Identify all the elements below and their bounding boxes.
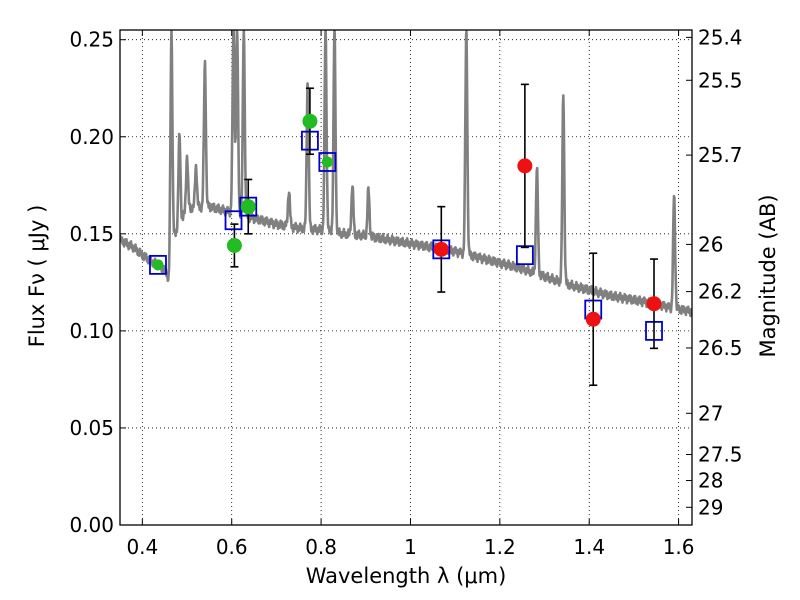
mag-tick-label: 27.5	[698, 443, 743, 467]
x-tick-label: 1	[404, 535, 417, 559]
x-tick-label: 1.4	[573, 535, 605, 559]
observed-point	[240, 199, 256, 215]
y-tick-label: 0.05	[69, 416, 114, 440]
mag-tick-label: 26	[698, 232, 723, 256]
x-tick-label: 1.2	[484, 535, 516, 559]
y-tick-label: 0.25	[69, 28, 114, 52]
y-tick-label: 0.20	[69, 125, 114, 149]
observed-point	[152, 259, 164, 271]
mag-tick-label: 25.7	[698, 143, 743, 167]
grid	[120, 30, 692, 525]
observed-point	[302, 113, 318, 129]
mag-tick-label: 25.5	[698, 68, 743, 92]
mag-tick-label: 28	[698, 469, 723, 493]
mag-tick-label: 27	[698, 401, 723, 425]
y-tick-label: 0.00	[69, 513, 114, 537]
model-photometry-square	[224, 210, 243, 231]
y2-axis-label: Magnitude (AB)	[756, 194, 780, 357]
mag-tick-label: 29	[698, 495, 723, 519]
plot-frame	[119, 29, 693, 526]
y-tick-label: 0.10	[69, 319, 114, 343]
x-tick-label: 1.6	[663, 535, 695, 559]
model-photometry-square	[318, 152, 337, 172]
model-spectrum-line	[120, 30, 692, 318]
plot-area	[120, 30, 692, 387]
mag-tick-label: 25.4	[698, 25, 743, 49]
y-axis-label: Flux Fν ( μJy )	[25, 205, 49, 348]
x-tick-label: 0.6	[216, 535, 248, 559]
mag-tick-label: 26.2	[698, 280, 743, 304]
ticks: 0.4 0.6 0.8 1 1.2 1.4 1.6 0.00 0.05 0.10 0.15 0.20 0…	[69, 25, 742, 559]
y-tick-label: 0.15	[69, 222, 114, 246]
observed-point	[646, 296, 662, 312]
x-axis-label: Wavelength λ (μm)	[306, 564, 507, 588]
observed-point	[433, 241, 449, 257]
mag-tick-label: 26.5	[698, 336, 743, 360]
x-tick-label: 0.4	[126, 535, 158, 559]
observed-point	[585, 311, 601, 327]
observed-point	[517, 158, 533, 174]
x-tick-label: 0.8	[305, 535, 337, 559]
observed-point	[321, 156, 333, 168]
model-photometry-square	[515, 245, 534, 266]
model-photometry-square	[149, 254, 167, 275]
observed-point	[226, 237, 242, 253]
